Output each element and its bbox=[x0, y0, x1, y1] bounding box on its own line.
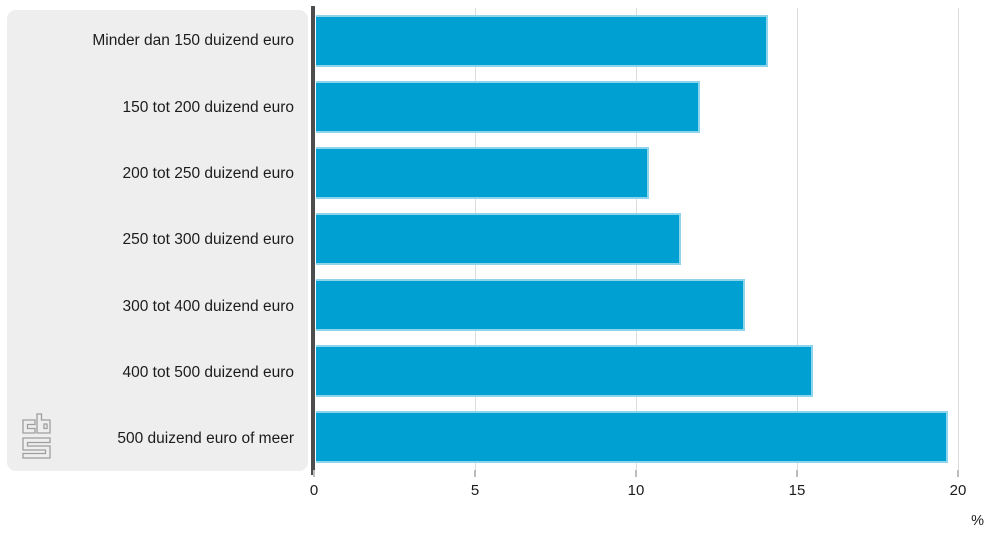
category-label: 500 duizend euro of meer bbox=[117, 430, 294, 448]
bar bbox=[316, 345, 814, 397]
gridline bbox=[796, 8, 798, 470]
category-row: 200 tot 250 duizend euro bbox=[7, 141, 295, 207]
axis-tick-label: 5 bbox=[470, 482, 480, 499]
axis-tick bbox=[796, 470, 798, 477]
bar bbox=[316, 147, 649, 199]
cbs-logo-letters bbox=[22, 413, 51, 459]
axis-tick-label: 20 bbox=[949, 482, 967, 499]
bar-row bbox=[314, 74, 1000, 140]
bar bbox=[316, 279, 746, 331]
category-label: Minder dan 150 duizend euro bbox=[92, 32, 294, 50]
axis-tick bbox=[957, 470, 959, 477]
category-row: Minder dan 150 duizend euro bbox=[7, 8, 294, 74]
gridline bbox=[957, 8, 959, 470]
category-row: 400 tot 500 duizend euro bbox=[7, 339, 295, 405]
y-axis-line bbox=[311, 6, 315, 475]
cbs-logo bbox=[22, 413, 51, 459]
bar-row bbox=[314, 206, 1000, 272]
bars bbox=[314, 8, 1000, 470]
x-axis-unit-label: % bbox=[971, 513, 984, 529]
bar-row bbox=[314, 338, 1000, 404]
plot-area bbox=[314, 8, 1000, 470]
category-row: 250 tot 300 duizend euro bbox=[7, 207, 295, 273]
category-row: 150 tot 200 duizend euro bbox=[7, 74, 295, 140]
bar-row bbox=[314, 404, 1000, 470]
category-row: 500 duizend euro of meer bbox=[7, 406, 294, 472]
axis-tick-label: 15 bbox=[788, 482, 806, 499]
category-label: 400 tot 500 duizend euro bbox=[122, 363, 295, 381]
category-label: 200 tot 250 duizend euro bbox=[122, 164, 295, 182]
bar bbox=[316, 81, 701, 133]
axis-tick bbox=[635, 470, 637, 477]
axis-tick-label: 10 bbox=[627, 482, 645, 499]
axis-tick bbox=[313, 470, 315, 477]
category-label-panel bbox=[7, 10, 308, 471]
bar bbox=[316, 15, 769, 67]
bar bbox=[316, 213, 682, 265]
category-row: 300 tot 400 duizend euro bbox=[7, 273, 295, 339]
category-label: 150 tot 200 duizend euro bbox=[122, 98, 295, 116]
axis-tick-label: 0 bbox=[309, 482, 319, 499]
bar bbox=[316, 411, 949, 463]
category-labels: Minder dan 150 duizend euro 150 tot 200 d… bbox=[7, 8, 294, 472]
bar-row bbox=[314, 272, 1000, 338]
bar-row bbox=[314, 140, 1000, 206]
bar-row bbox=[314, 8, 1000, 74]
category-label: 300 tot 400 duizend euro bbox=[122, 297, 295, 315]
category-label: 250 tot 300 duizend euro bbox=[122, 231, 295, 249]
axis-tick bbox=[474, 470, 476, 477]
